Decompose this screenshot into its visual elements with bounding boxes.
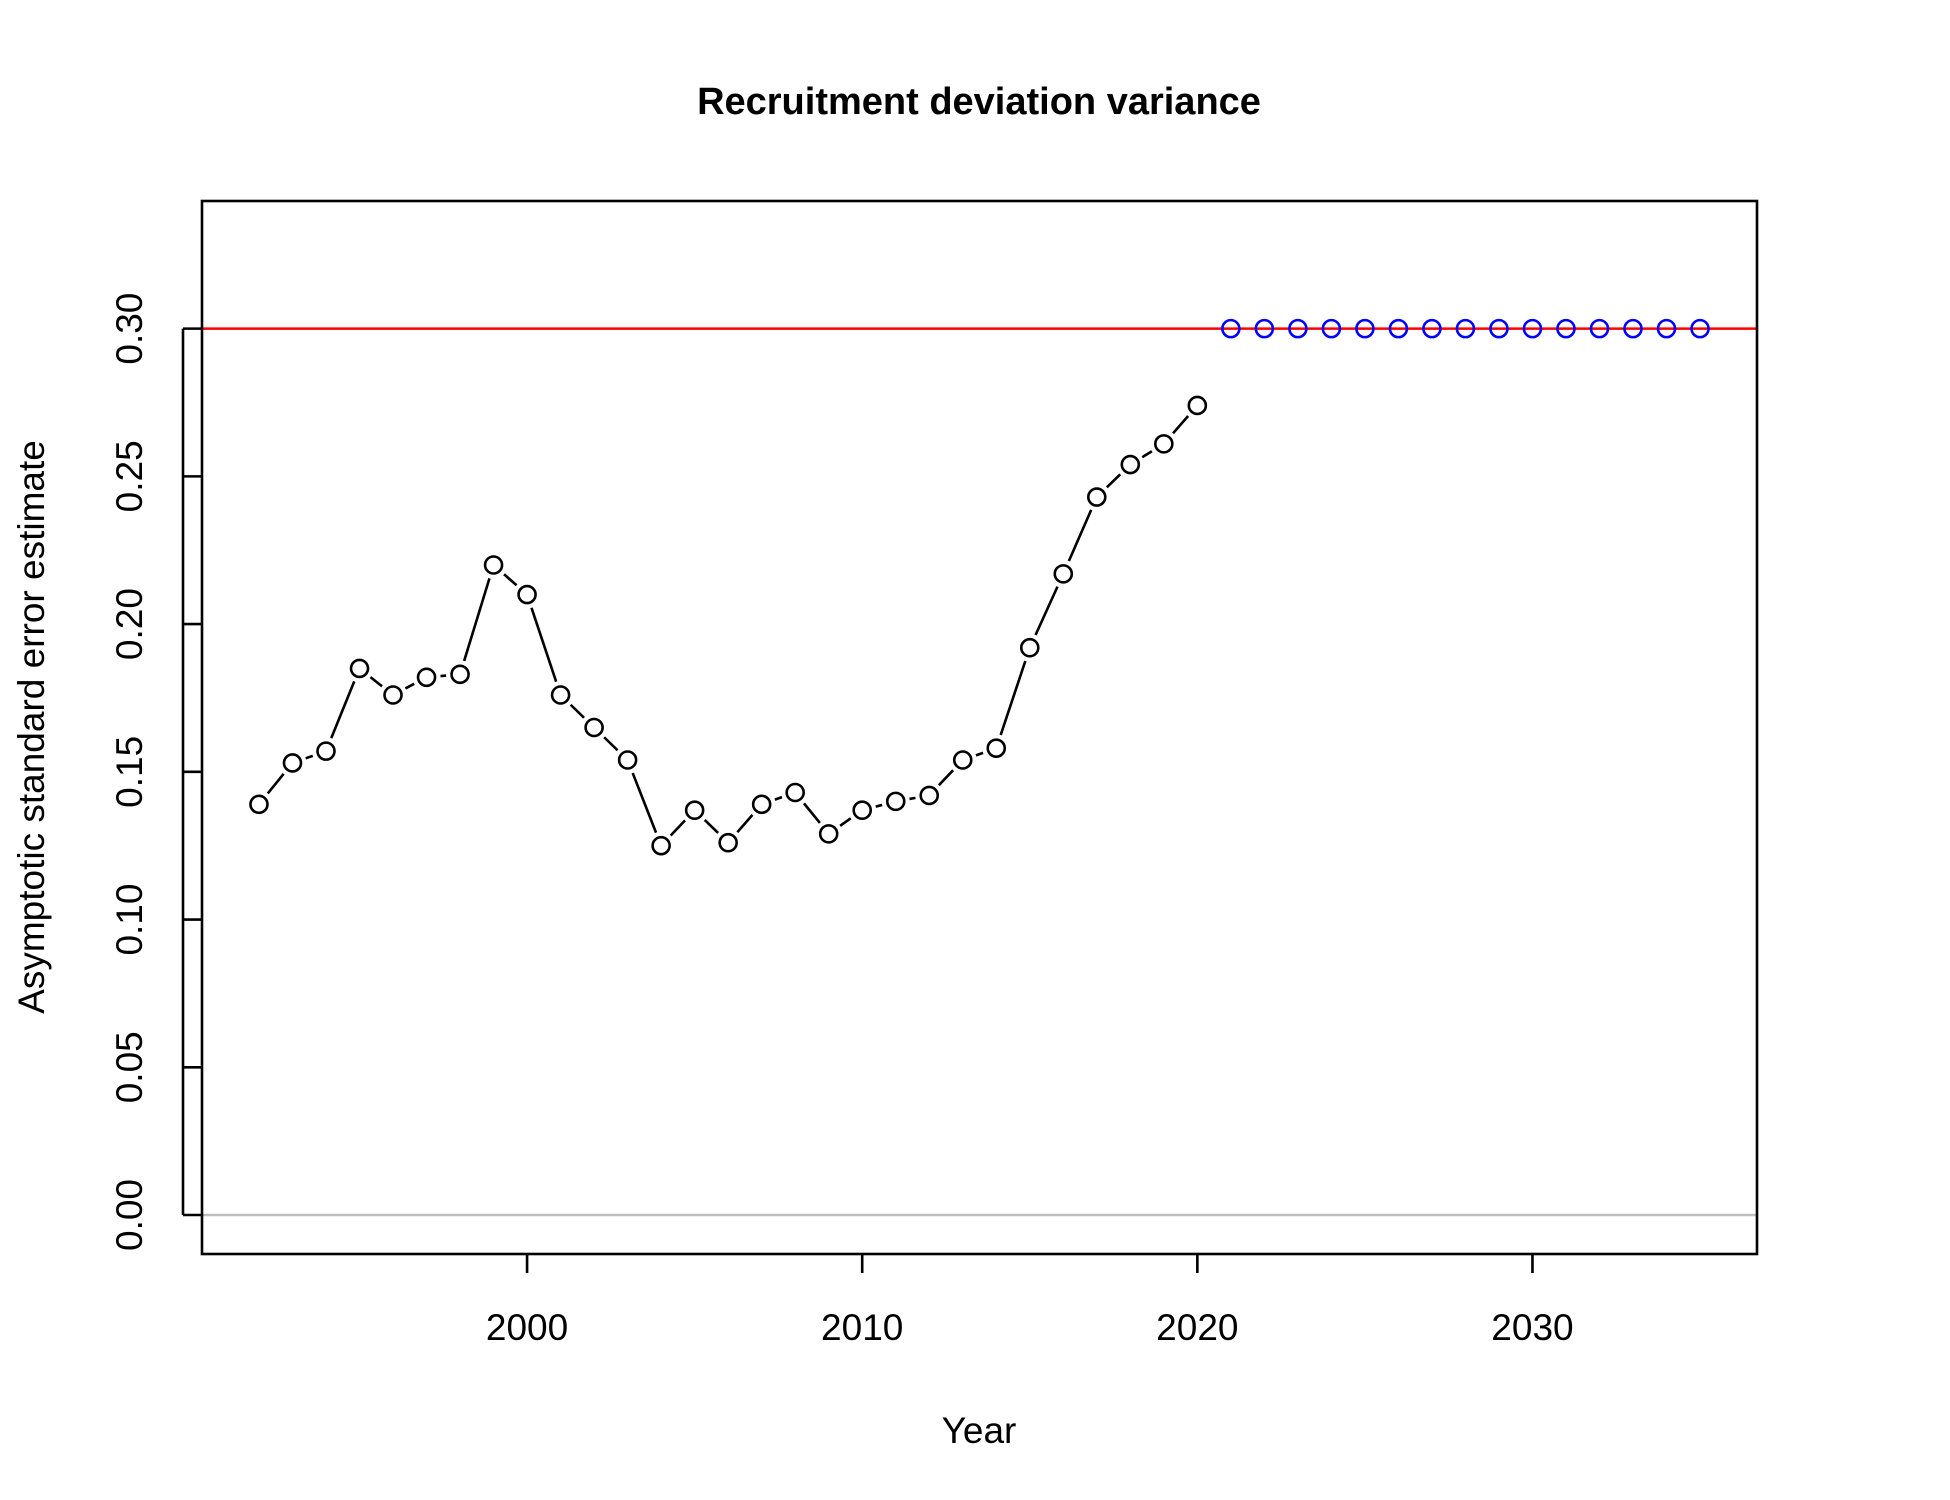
series-0-point-2014	[986, 738, 1007, 758]
series-1-point-2022	[1254, 318, 1275, 339]
series-0-segment-16	[802, 802, 821, 824]
series-0-point-2002	[584, 717, 604, 738]
y-tick-label-2: 0.10	[109, 884, 150, 956]
series-0-segment-13	[703, 819, 720, 834]
series-0-point-2006	[718, 832, 738, 853]
series-0-point-2012	[919, 785, 940, 806]
series-0-segment-2	[330, 680, 356, 739]
y-tick-label-3: 0.15	[109, 736, 150, 808]
series-0-segment-20	[937, 769, 955, 787]
series-lines	[266, 415, 1190, 837]
series-0-point-2007	[751, 794, 772, 815]
series-0-segment-11	[631, 772, 658, 834]
series-1-point-2026	[1388, 318, 1409, 339]
y-axis-label: Asymptotic standard error estimate	[11, 440, 52, 1014]
series-0-segment-7	[503, 573, 518, 587]
y-axis: 0.00 0.05 0.10 0.15 0.20 0.25 0.30	[109, 293, 202, 1251]
series-0-point-1994	[316, 741, 336, 761]
series-0-segment-22	[999, 660, 1027, 736]
series-0-point-2017	[1086, 487, 1107, 507]
series-1-point-2027	[1422, 318, 1442, 339]
series-0-point-1998	[450, 664, 470, 685]
series-0-segment-9	[569, 703, 585, 719]
series-0-segment-0	[266, 773, 285, 795]
series-0-segment-23	[1034, 586, 1059, 636]
series-1-point-2023	[1288, 318, 1308, 339]
series-0-segment-25	[1105, 473, 1122, 489]
series-0-point-2000	[517, 584, 537, 605]
series-0-segment-24	[1067, 509, 1093, 562]
series-0-point-2020	[1187, 395, 1208, 416]
series-1-point-2031	[1556, 318, 1576, 339]
series-0-segment-3	[369, 676, 383, 688]
series-0-segment-6	[462, 578, 491, 662]
series-0-segment-26	[1141, 450, 1153, 459]
series-0-point-2004	[651, 835, 671, 856]
series-1-point-2024	[1321, 318, 1342, 339]
x-axis-label: Year	[942, 1410, 1017, 1451]
series-0-point-1992	[249, 794, 269, 815]
series-0-segment-21	[975, 751, 984, 757]
series-0-point-1996	[383, 685, 403, 705]
series-0-segment-10	[603, 736, 619, 752]
series-0-point-2011	[885, 791, 906, 812]
series-0-point-2008	[785, 782, 805, 803]
series-0-segment-18	[875, 803, 883, 808]
y-tick-label-4: 0.20	[109, 588, 150, 660]
series-0-point-2018	[1120, 454, 1141, 475]
x-tick-label-2020: 2020	[1156, 1307, 1238, 1348]
series-0-point-1993	[282, 753, 303, 773]
series-0-point-2019	[1154, 434, 1174, 454]
series-1-point-2033	[1623, 318, 1643, 339]
series-0-point-1999	[483, 555, 504, 575]
series-0-point-2009	[818, 824, 839, 844]
x-axis: 2000 2010 2020 2030	[486, 1254, 1574, 1348]
reference-lines	[202, 327, 1757, 1217]
y-tick-label-1: 0.05	[109, 1031, 150, 1103]
plot-frame	[200, 199, 1759, 1256]
series-0-segment-19	[909, 796, 916, 801]
series-1-point-2032	[1589, 318, 1610, 339]
series-0-point-2010	[852, 800, 873, 821]
series-0-segment-8	[530, 607, 558, 683]
series-0-point-1997	[416, 667, 437, 688]
y-tick-label-5: 0.25	[109, 440, 150, 512]
series-1-point-2028	[1455, 318, 1476, 339]
y-tick-label-0: 0.00	[109, 1179, 150, 1251]
x-tick-label-2030: 2030	[1491, 1307, 1573, 1348]
x-tick-label-2000: 2000	[486, 1307, 568, 1348]
series-0-point-2005	[684, 800, 705, 821]
y-tick-label-6: 0.30	[109, 293, 150, 365]
series-0-point-2016	[1053, 564, 1074, 584]
series-1-point-2021	[1221, 318, 1241, 339]
series-0-segment-17	[839, 817, 852, 827]
series-0-segment-4	[404, 682, 415, 690]
series-1-point-2025	[1355, 318, 1375, 339]
series-0-point-2013	[952, 750, 973, 770]
series-1-point-2035	[1690, 318, 1710, 339]
series-0-segment-1	[305, 754, 314, 760]
series-0-segment-12	[669, 819, 686, 837]
series-0-segment-27	[1172, 415, 1190, 435]
series-1-point-2034	[1656, 318, 1677, 339]
series-0-point-1995	[349, 658, 370, 679]
chart-title: Recruitment deviation variance	[697, 81, 1261, 123]
series-0-segment-15	[774, 795, 783, 801]
series-0-point-2015	[1019, 637, 1040, 658]
series-1-point-2029	[1489, 318, 1509, 339]
series-0-segment-14	[736, 814, 754, 834]
x-tick-label-2010: 2010	[821, 1307, 903, 1348]
series-0-point-2003	[617, 750, 638, 770]
series-0-point-2001	[550, 685, 571, 705]
series-1-point-2030	[1522, 318, 1543, 339]
data-points	[249, 318, 1710, 856]
